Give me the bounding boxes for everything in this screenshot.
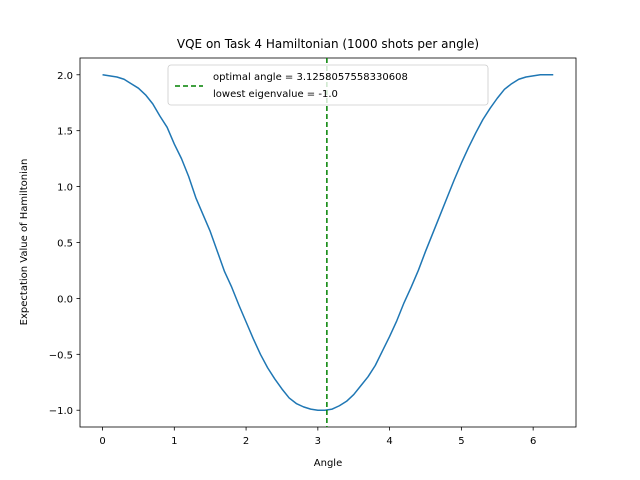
- x-tick-label: 1: [171, 436, 177, 447]
- y-tick-label: 0.0: [57, 294, 73, 305]
- y-tick-label: 0.5: [57, 239, 73, 250]
- x-tick-label: 2: [243, 436, 249, 447]
- y-tick-label: 2.0: [57, 71, 73, 82]
- y-tick-label: 1.5: [57, 127, 73, 138]
- chart-title: VQE on Task 4 Hamiltonian (1000 shots pe…: [177, 37, 479, 51]
- y-tick-label: −1.0: [49, 406, 73, 417]
- expectation-value-line: [102, 74, 554, 411]
- legend-box: [167, 64, 489, 106]
- x-tick-label: 6: [530, 436, 536, 447]
- legend-entry-lowest-eigenvalue: lowest eigenvalue = -1.0: [213, 89, 338, 100]
- y-axis-label: Expectation Value of Hamiltonian: [19, 159, 30, 326]
- y-tick-label: −0.5: [49, 350, 73, 361]
- legend: optimal angle = 3.1258057558330608 lowes…: [167, 64, 489, 106]
- y-tick-label: 1.0: [57, 183, 73, 194]
- legend-entry-optimal-angle: optimal angle = 3.1258057558330608: [213, 72, 408, 83]
- x-tick-label: 4: [386, 436, 392, 447]
- x-axis-label: Angle: [314, 458, 342, 469]
- y-axis-ticks: −1.0 −0.5 0.0 0.5 1.0 1.5 2.0: [49, 71, 80, 417]
- x-tick-label: 0: [99, 436, 105, 447]
- series-layer: [102, 74, 554, 411]
- x-tick-label: 5: [458, 436, 464, 447]
- x-axis-ticks: 0 1 2 3 4 5 6: [99, 427, 536, 447]
- x-tick-label: 3: [315, 436, 321, 447]
